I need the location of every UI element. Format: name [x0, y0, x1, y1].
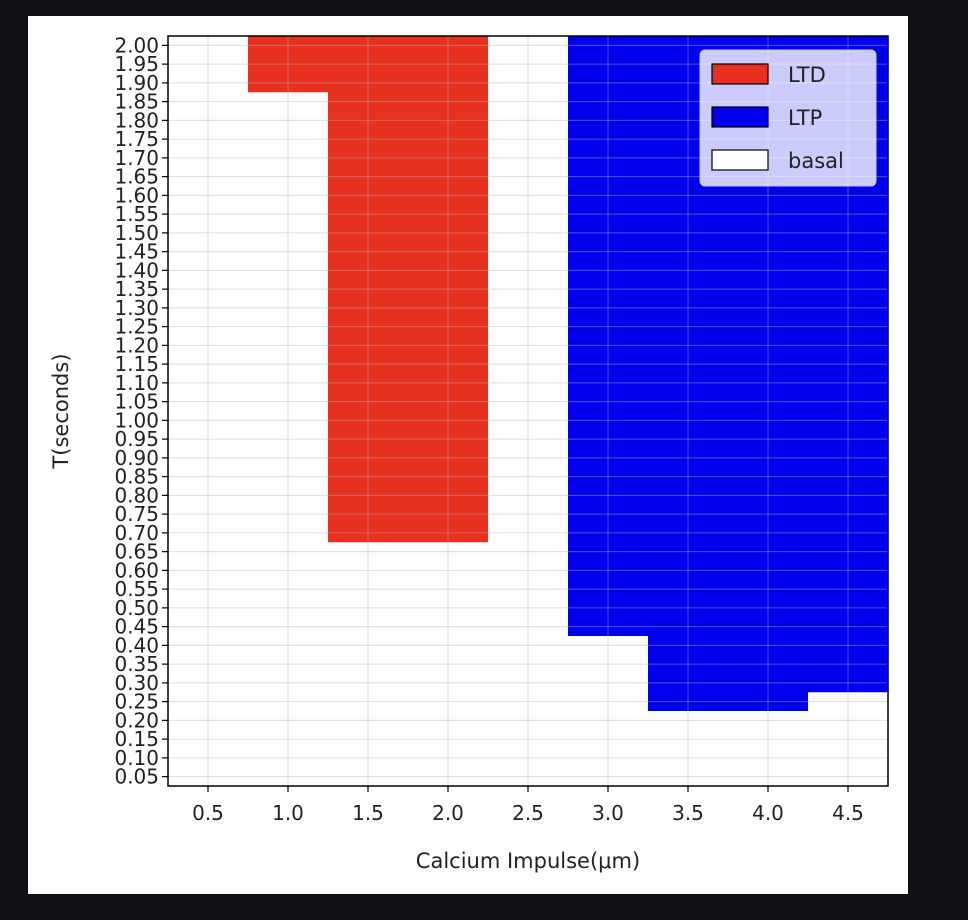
y-axis-label: T(seconds) [49, 353, 73, 469]
y-tick-label: 0.35 [114, 652, 159, 676]
legend-label-basal: basal [788, 149, 844, 173]
x-tick-label: 4.0 [752, 801, 784, 825]
y-tick-label: 1.35 [114, 277, 159, 301]
x-tick-label: 4.5 [832, 801, 864, 825]
x-tick-label: 3.5 [672, 801, 704, 825]
legend: LTD LTP basal [699, 49, 877, 187]
y-tick-label: 0.75 [114, 502, 159, 526]
y-tick-label: 1.40 [114, 258, 159, 282]
x-tick-label: 2.5 [512, 801, 544, 825]
y-tick-label: 2.00 [114, 33, 159, 57]
legend-label-ltd: LTD [788, 63, 826, 87]
x-tick-label: 2.0 [432, 801, 464, 825]
legend-label-ltp: LTP [788, 106, 822, 130]
y-tick-label: 0.15 [114, 727, 159, 751]
chart: 0.5 1.0 1.5 2.0 2.5 3.0 3.5 4.0 4.5 0.050.100.15… [49, 33, 889, 873]
y-tick-label: 0.20 [114, 708, 159, 732]
y-tick-label: 1.05 [114, 390, 159, 414]
x-axis-label: Calcium Impulse(μm) [416, 849, 640, 873]
y-tick-label: 1.95 [114, 52, 159, 76]
y-tick-label: 1.25 [114, 315, 159, 339]
y-tick-label: 0.40 [114, 633, 159, 657]
legend-swatch-basal [711, 149, 769, 171]
y-tick-label: 1.00 [114, 408, 159, 432]
region-ltd-0 [248, 36, 328, 93]
y-tick-label: 0.25 [114, 690, 159, 714]
y-tick-label: 1.15 [114, 352, 159, 376]
y-tick-label: 0.55 [114, 577, 159, 601]
y-tick-label: 0.45 [114, 615, 159, 639]
y-tick-label: 1.55 [114, 202, 159, 226]
region-ltd-1 [328, 36, 488, 543]
y-tick-label: 0.65 [114, 540, 159, 564]
x-tick-label: 0.5 [192, 801, 224, 825]
y-tick-label: 1.75 [114, 127, 159, 151]
x-tick-label: 3.0 [592, 801, 624, 825]
x-axis: 0.5 1.0 1.5 2.0 2.5 3.0 3.5 4.0 4.5 [192, 786, 864, 825]
y-tick-label: 0.85 [114, 465, 159, 489]
figure: 0.5 1.0 1.5 2.0 2.5 3.0 3.5 4.0 4.5 0.05 0.10 0.15… [28, 16, 908, 894]
y-tick-label: 1.65 [114, 165, 159, 189]
y-tick-label: 0.60 [114, 558, 159, 582]
region-ltp-2 [568, 36, 648, 636]
y-axis: 0.050.100.150.200.250.300.350.400.450.50… [114, 33, 168, 789]
y-tick-label: 0.05 [114, 765, 159, 789]
grid [168, 36, 888, 786]
y-tick-label: 1.90 [114, 71, 159, 95]
y-tick-label: 0.70 [114, 521, 159, 545]
y-tick-label: 1.80 [114, 108, 159, 132]
y-tick-label: 1.50 [114, 221, 159, 245]
y-tick-label: 1.30 [114, 296, 159, 320]
legend-swatch-ltd [711, 63, 769, 85]
x-tick-label: 1.0 [272, 801, 304, 825]
y-tick-label: 0.95 [114, 427, 159, 451]
y-tick-label: 0.90 [114, 446, 159, 470]
legend-swatch-ltp [711, 106, 769, 128]
y-tick-label: 1.85 [114, 90, 159, 114]
y-tick-label: 1.20 [114, 333, 159, 357]
y-tick-label: 1.45 [114, 240, 159, 264]
y-tick-label: 0.10 [114, 746, 159, 770]
y-tick-label: 0.50 [114, 596, 159, 620]
y-tick-label: 1.60 [114, 183, 159, 207]
x-tick-label: 1.5 [352, 801, 384, 825]
y-tick-label: 1.10 [114, 371, 159, 395]
y-tick-label: 0.80 [114, 483, 159, 507]
y-tick-label: 0.30 [114, 671, 159, 695]
y-tick-label: 1.70 [114, 146, 159, 170]
